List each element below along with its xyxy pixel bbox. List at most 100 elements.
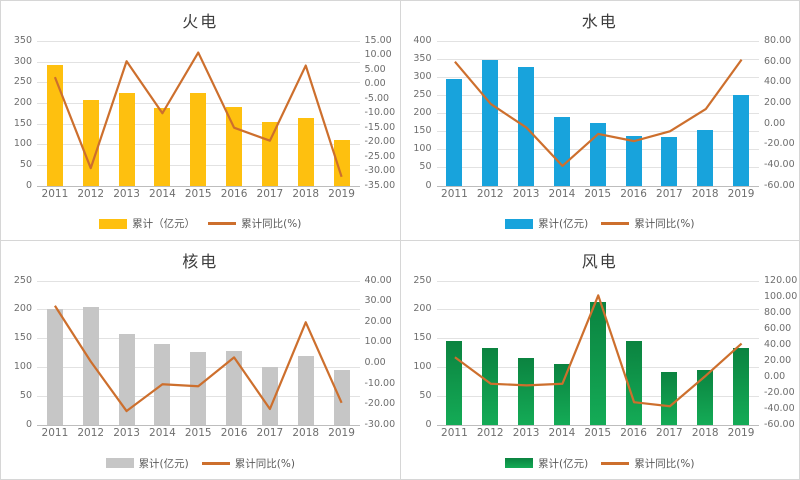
y-axis-right-label: 20.00 — [764, 96, 792, 108]
y-axis-left-label: 350 — [13, 35, 32, 46]
y-axis-right-label: 60.00 — [764, 55, 792, 67]
y-axis-left-label: 0 — [425, 179, 432, 191]
legend-bar-swatch — [105, 458, 134, 468]
chart-panel-hydro: 水电 400 350 300 250 200 150 100 50 0 80.00 60.00 40… — [400, 1, 800, 240]
y-axis-right-label: 0.00 — [364, 78, 386, 90]
y-axis-left-label: 200 — [13, 303, 32, 315]
bar-2011 — [446, 341, 463, 425]
y-axis-right-label: -10.00 — [364, 377, 396, 389]
y-axis-right-label: 40.00 — [764, 76, 792, 88]
y-axis-left-label: 100 — [13, 361, 32, 373]
legend-bar-label: 累计(亿元) — [538, 457, 589, 470]
bar-2015 — [190, 92, 207, 186]
y-axis-right-label: -20.00 — [364, 136, 396, 148]
plot-area: 250 200 150 100 50 0 120.00 100.00 80.00 60.00 40… — [413, 275, 797, 431]
y-axis-left-label: 200 — [13, 96, 32, 108]
bar-2018 — [297, 118, 314, 186]
legend-line-label: 累计同比(%) — [234, 457, 295, 470]
y-axis-right-label: 10.00 — [364, 336, 392, 348]
y-axis-right-label: 30.00 — [364, 295, 392, 307]
chart-title: 风电 — [581, 251, 618, 271]
legend-line-swatch — [601, 461, 630, 465]
x-axis-label: 2015 — [184, 427, 212, 439]
x-axis-label: 2016 — [220, 427, 248, 439]
x-axis-label: 2014 — [149, 187, 176, 200]
y-axis-right-label: 100.00 — [764, 290, 798, 302]
gridline — [37, 185, 360, 187]
chart-panel-thermal: 火电 350 300 250 200 150 100 50 0 15.00 10.00 5.00 0… — [1, 1, 400, 240]
y-axis-left-label: 150 — [413, 332, 432, 344]
chart-title: 火电 — [182, 12, 219, 31]
gridline — [436, 77, 759, 79]
y-axis-right-label: 120.00 — [764, 274, 798, 286]
chart-panel-nuclear: 核电 250 200 150 100 50 0 40.00 30.00 20.00 10.00 0… — [1, 240, 400, 479]
gridline — [37, 41, 360, 42]
y-axis-right-label: 5.00 — [364, 63, 386, 75]
x-axis-label: 2011 — [41, 187, 69, 200]
legend-line-swatch — [201, 461, 230, 465]
y-axis-left-label: 150 — [413, 125, 432, 137]
legend-line-label: 累计同比(%) — [634, 218, 695, 230]
line-path — [454, 60, 741, 166]
bar-2012 — [482, 59, 499, 186]
bar-2011 — [46, 309, 63, 425]
y-axis-left-label: 200 — [413, 303, 432, 315]
x-axis-label: 2011 — [441, 427, 468, 439]
chart-title: 核电 — [182, 251, 219, 271]
x-axis: 2011 2012 2013 2014 2015 2016 2017 2018 2019 — [437, 427, 760, 441]
x-axis-label: 2019 — [727, 187, 755, 200]
gridline — [436, 41, 759, 42]
legend-bar-swatch — [99, 218, 128, 229]
y-axis-left-label: 50 — [419, 390, 432, 402]
y-axis-right-label: 20.00 — [364, 315, 392, 327]
line-path — [55, 53, 342, 177]
bar-2019 — [733, 347, 750, 425]
y-axis-right-label: 80.00 — [764, 306, 792, 318]
y-axis-left-label: 150 — [13, 332, 32, 344]
legend: 累计(亿元) 累计同比(%) — [1, 456, 400, 470]
gridline — [436, 59, 759, 61]
x-axis-label: 2013 — [113, 187, 140, 200]
x-axis-label: 2012 — [77, 187, 105, 200]
x-axis-label: 2014 — [548, 427, 576, 439]
x-axis-label: 2012 — [77, 427, 105, 439]
x-axis-label: 2012 — [476, 427, 504, 439]
y-axis-left-label: 400 — [413, 35, 432, 46]
legend-bar-swatch — [505, 458, 534, 468]
x-axis-label: 2012 — [476, 187, 504, 200]
bar-2015 — [589, 301, 606, 425]
gridline — [37, 338, 360, 340]
legend: 累计(亿元) 累计同比(%) — [401, 217, 800, 231]
y-axis-right-label: -30.00 — [364, 419, 396, 430]
y-axis-right-label: 80.00 — [764, 35, 792, 46]
gridline — [37, 280, 360, 282]
y-axis-right-label: -20.00 — [764, 138, 795, 150]
x-axis-label: 2015 — [584, 427, 612, 439]
y-axis-left-label: 200 — [413, 107, 432, 119]
y-axis-right-label: -25.00 — [364, 150, 396, 162]
bar-2016 — [226, 351, 243, 425]
gridline — [436, 425, 759, 426]
y-axis-left-label: 300 — [413, 71, 432, 83]
y-axis-right-label: 0.00 — [764, 117, 786, 129]
x-axis-label: 2014 — [149, 427, 176, 439]
bar-2013 — [118, 92, 135, 186]
legend-bar-swatch — [505, 218, 534, 229]
y-axis-left-label: 0 — [25, 179, 32, 191]
bar-series — [37, 41, 360, 186]
x-axis-label: 2013 — [113, 427, 140, 439]
bar-2019 — [733, 95, 750, 186]
x-axis-label: 2019 — [727, 427, 755, 439]
bar-2019 — [333, 140, 350, 186]
x-axis-label: 2013 — [512, 187, 540, 200]
y-axis-right-label: -35.00 — [364, 179, 396, 191]
y-axis-right-label: -20.00 — [764, 386, 795, 398]
y-axis-left-label: 50 — [19, 390, 32, 402]
x-axis-label: 2016 — [620, 187, 647, 200]
y-axis-left-label: 250 — [13, 274, 32, 286]
bar-2016 — [625, 341, 642, 425]
x-axis: 2011 2012 2013 2014 2015 2016 2017 2018 2019 — [37, 188, 360, 202]
x-axis-label: 2016 — [620, 427, 647, 439]
y-axis-right-label: -10.00 — [364, 107, 396, 119]
line-series — [37, 281, 360, 426]
